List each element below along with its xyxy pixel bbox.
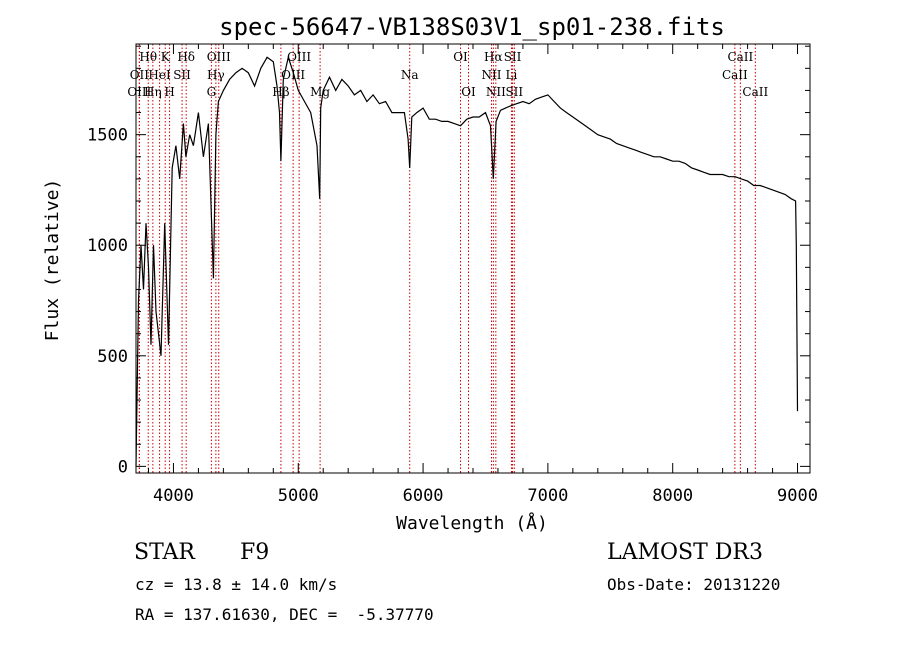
line-label-19: Hα (484, 50, 503, 64)
survey-name: LAMOST DR3 (607, 540, 763, 565)
line-label-2: OIII (127, 85, 151, 99)
y-tick-label: 0 (118, 457, 128, 477)
spectral-line-markers (138, 44, 756, 473)
line-label-11: G (207, 85, 217, 99)
line-label-13: OIII (281, 68, 305, 82)
coordinates-text: RA = 137.61630, DEC = -5.37770 (135, 605, 434, 624)
line-label-14: Hβ (272, 85, 289, 99)
x-tick-label: 6000 (403, 486, 444, 506)
line-label-16: Na (401, 68, 419, 82)
x-tick-label: 7000 (527, 486, 568, 506)
line-label-15: Mg (310, 85, 330, 99)
line-label-26: CaII (722, 68, 748, 82)
line-label-6: SII (173, 68, 191, 82)
line-label-4: HeI (148, 68, 171, 82)
line-label-22: Li (506, 68, 518, 82)
x-tick-label: 9000 (777, 486, 818, 506)
line-label-27: CaII (742, 85, 768, 99)
line-label-18: OI (461, 85, 476, 99)
line-label-0: Hθ (139, 50, 157, 64)
spectrum-series-line (135, 55, 799, 467)
y-tick-label: 500 (97, 347, 128, 367)
line-label-9: OIII (207, 50, 231, 64)
x-tick-label: 5000 (278, 486, 319, 506)
obs-date-text: Obs-Date: 20131220 (607, 575, 781, 594)
line-label-10: Hγ (207, 68, 225, 82)
chart-title: spec-56647-VB138S03V1_sp01-238.fits (219, 13, 725, 41)
y-axis: 0 500 1000 1500 (87, 45, 810, 477)
line-label-1: OII (130, 68, 150, 82)
line-label-23: NII (486, 85, 506, 99)
line-label-5: Hη (144, 85, 162, 99)
spectral-line-labels: Hθ OII OIII K HeI Hη SII H Hδ OIII Hγ G OIII OIII Hβ Mg… (127, 50, 768, 99)
line-label-21: NII (481, 68, 501, 82)
object-class: STAR (134, 540, 195, 565)
y-tick-label: 1000 (87, 236, 128, 256)
x-axis: 4000 5000 6000 7000 8000 9000 (147, 44, 818, 506)
line-label-20: SII (504, 50, 522, 64)
y-tick-label: 1500 (87, 126, 128, 146)
x-axis-label: Wavelength (Å) (396, 512, 548, 534)
x-tick-label: 8000 (652, 486, 693, 506)
line-label-17: OI (453, 50, 468, 64)
object-subclass: F9 (240, 540, 270, 565)
line-label-12: OIII (287, 50, 311, 64)
line-label-8: Hδ (177, 50, 195, 64)
line-label-25: CaII (727, 50, 753, 64)
line-label-7: H (164, 85, 174, 99)
line-label-3: K (161, 50, 171, 64)
x-tick-label: 4000 (153, 486, 194, 506)
line-label-24: SII (505, 85, 523, 99)
y-axis-label: Flux (relative) (42, 179, 63, 342)
redshift-text: cz = 13.8 ± 14.0 km/s (135, 575, 338, 594)
